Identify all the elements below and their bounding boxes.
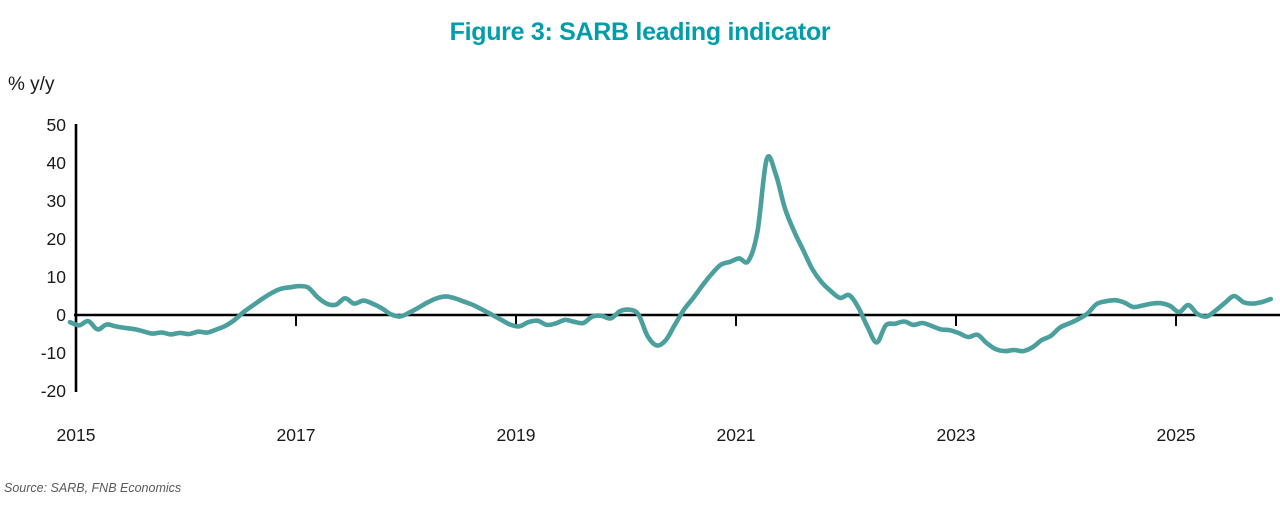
x-tick-label: 2021 [717,425,756,445]
y-tick-label: 0 [56,305,66,325]
y-tick-label: 10 [47,267,67,287]
y-tick-label: 50 [47,115,67,135]
x-tick-label: 2023 [937,425,976,445]
y-tick-label: 40 [47,153,67,173]
line-chart-canvas: 50 40 30 20 10 0 -10 -20 2015 2017 2019 2021 2023 202… [41,115,1280,445]
x-tick-label: 2017 [277,425,316,445]
source-note: Source: SARB, FNB Economics [4,481,182,495]
x-tick-label: 2025 [1157,425,1196,445]
y-tick-label: -20 [41,381,67,401]
y-axis-unit-label: % y/y [8,74,55,95]
y-tick-label: -10 [41,343,67,363]
leading-indicator-series-line [67,154,1274,354]
x-tick-label: 2019 [497,425,536,445]
chart-title: Figure 3: SARB leading indicator [449,18,831,46]
x-tick-label: 2015 [57,425,96,445]
y-tick-label: 30 [47,191,67,211]
y-tick-label: 20 [47,229,67,249]
